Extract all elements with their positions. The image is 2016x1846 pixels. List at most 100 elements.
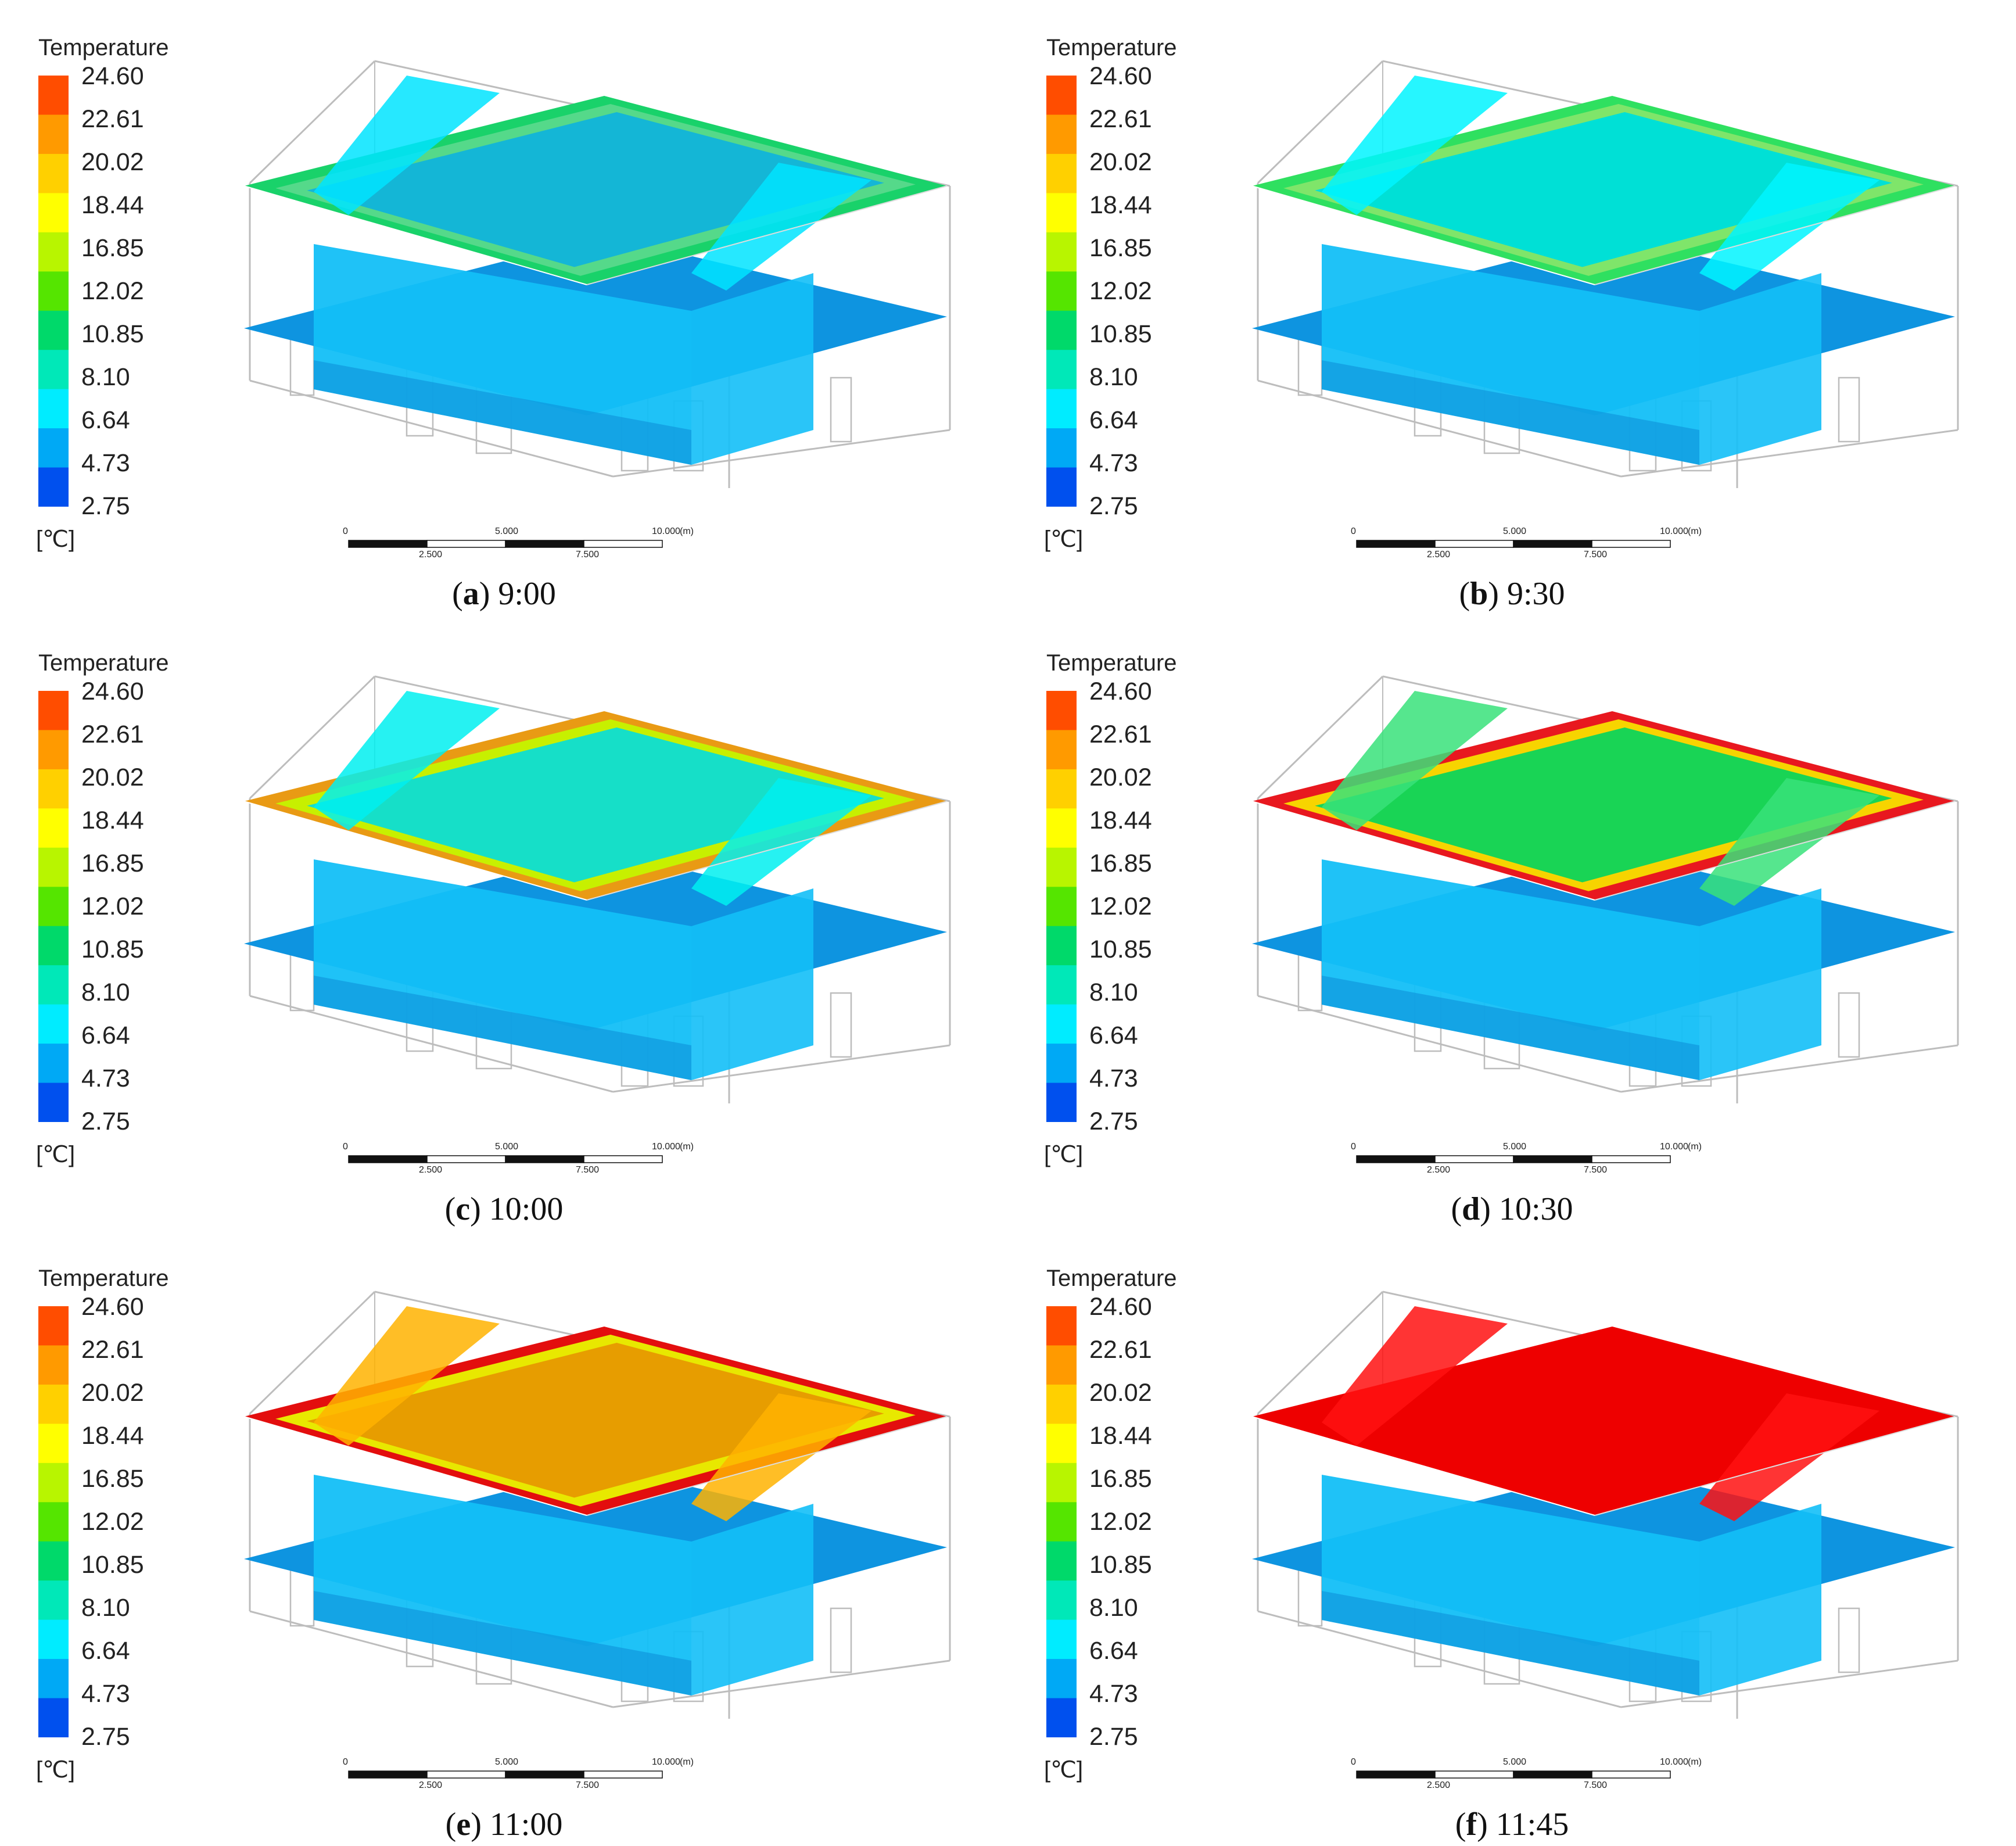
legend-tick: 18.44 [1089, 1422, 1152, 1450]
scale-segment [1356, 1770, 1436, 1779]
scale-label: 7.500 [576, 1780, 600, 1790]
panel-letter: d [1462, 1191, 1480, 1227]
wireframe-edge [1620, 1044, 1958, 1093]
legend-title: Temperature [38, 1266, 169, 1291]
legend-tick: 22.61 [1089, 105, 1152, 133]
wireframe-edge [612, 1044, 950, 1093]
building-model [1251, 675, 1959, 1103]
wireframe-edge [1257, 379, 1622, 478]
wireframe-edge [249, 60, 376, 184]
legend-tick: 6.64 [81, 1021, 130, 1049]
scale-bar-graphic [1356, 1770, 1671, 1779]
contour-panel: Temperature 24.60 22.61 20.02 18.44 16.85 12.… [1008, 1231, 2016, 1846]
scale-segment [583, 1770, 663, 1779]
scale-label: 5.000 [495, 1757, 519, 1767]
color-band [38, 965, 69, 1005]
roof-side-edge [1594, 1416, 1956, 1516]
panel-time: 9:30 [1506, 576, 1565, 612]
wireframe-edge [612, 429, 950, 478]
color-band [1046, 808, 1077, 848]
color-band [1046, 389, 1077, 429]
color-band [1046, 114, 1077, 155]
panel-letter: e [456, 1806, 471, 1843]
wireframe-edge [1257, 1291, 1384, 1415]
legend-tick: 2.75 [1089, 1107, 1138, 1135]
side-section-plane [691, 888, 813, 1080]
color-band [38, 193, 69, 233]
scale-label: 0 [343, 1142, 348, 1152]
color-band [1046, 153, 1077, 193]
scale-label: (m) [1688, 1757, 1702, 1767]
scale-label: (m) [680, 1757, 694, 1767]
color-band [1046, 1082, 1077, 1122]
legend-tick: 12.02 [81, 1508, 144, 1536]
scale-segment [1434, 1770, 1514, 1779]
scale-label: (m) [680, 526, 694, 536]
panel-caption: (f) 11:45 [1455, 1806, 1569, 1843]
legend-title: Temperature [38, 35, 169, 60]
side-section-plane [1699, 273, 1821, 465]
contour-panel: Temperature 24.60 22.61 20.02 18.44 16.85 12.… [1008, 615, 2016, 1231]
side-section-plane [691, 1504, 813, 1696]
scale-segment [1513, 1770, 1592, 1779]
legend-tick: 12.02 [81, 892, 144, 920]
panel-caption: (d) 10:30 [1451, 1191, 1573, 1227]
long-section-plane [1322, 1475, 1699, 1696]
color-bar [38, 76, 69, 507]
legend-title: Temperature [38, 650, 169, 676]
panel-time: 9:00 [498, 576, 556, 612]
color-band [1046, 467, 1077, 507]
scale-bar: 0 5.000 10.000 (m) 2.500 7.500 [1351, 523, 1702, 569]
contour-panel: Temperature 24.60 22.61 20.02 18.44 16.85 12.… [1008, 0, 2016, 615]
panel-time: 11:00 [489, 1806, 563, 1843]
wireframe-edge [249, 675, 376, 800]
scale-label: (m) [1688, 1142, 1702, 1152]
color-band [1046, 1424, 1077, 1464]
color-band [38, 808, 69, 848]
color-band [38, 691, 69, 730]
roof-side-edge [586, 185, 948, 285]
color-bar [1046, 76, 1077, 507]
legend-tick: 22.61 [81, 1336, 144, 1364]
gable-plane-left [1322, 691, 1508, 830]
legend-tick: 16.85 [1089, 849, 1152, 877]
legend-tick: 24.60 [81, 62, 144, 90]
scale-segment [505, 1770, 584, 1779]
legend-tick: 10.85 [81, 1551, 144, 1579]
panel-time: 11:45 [1495, 1806, 1569, 1843]
legend-tick: 16.85 [1089, 234, 1152, 262]
roof-plane-core [307, 727, 884, 883]
building-model [243, 675, 951, 1103]
panel-letter: b [1470, 576, 1488, 612]
wireframe-door [830, 1607, 852, 1673]
color-band [38, 1345, 69, 1385]
legend-tick: 18.44 [81, 806, 144, 834]
scale-segment [583, 540, 663, 548]
gable-plane-left [314, 76, 500, 215]
scale-label: 5.000 [495, 526, 519, 536]
legend-tick: 8.10 [81, 363, 130, 391]
building-model [243, 60, 951, 488]
roof-front-edge [243, 1416, 587, 1516]
scale-label: 7.500 [1584, 550, 1608, 560]
legend-unit: [℃] [1044, 1142, 1084, 1167]
legend-tick: 2.75 [1089, 1723, 1138, 1751]
roof-plane-core [1315, 727, 1892, 883]
scale-label: 0 [1351, 526, 1356, 536]
color-band [38, 1082, 69, 1122]
legend-tick: 10.85 [1089, 935, 1152, 963]
color-band [38, 1004, 69, 1044]
floor-overlap [314, 360, 691, 465]
roof-plane-core [307, 112, 884, 267]
color-band [38, 1698, 69, 1737]
scale-bar-graphic [1356, 540, 1671, 548]
scale-bar: 0 5.000 10.000 (m) 2.500 7.500 [343, 1138, 694, 1185]
long-section-plane [1322, 244, 1699, 465]
color-band [1046, 193, 1077, 233]
color-band [1046, 1384, 1077, 1424]
panel-time: 10:00 [489, 1191, 564, 1227]
scale-label: 7.500 [576, 1165, 600, 1175]
wireframe-door [830, 992, 852, 1058]
legend-tick: 20.02 [1089, 764, 1152, 791]
color-band [1046, 965, 1077, 1005]
